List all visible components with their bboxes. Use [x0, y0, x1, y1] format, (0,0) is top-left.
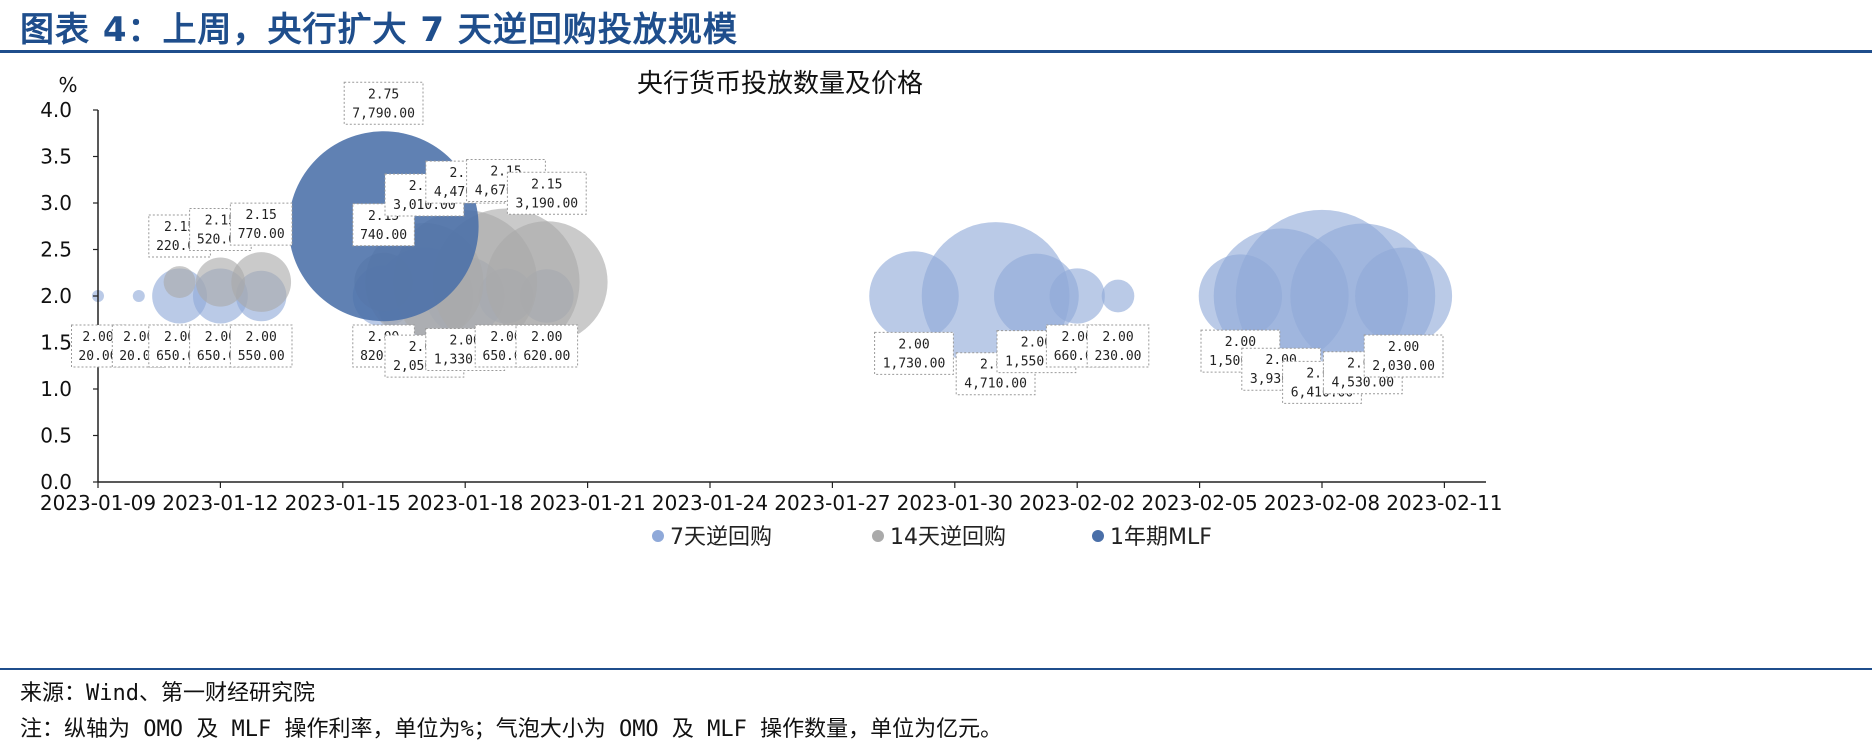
- bubble-2023-02-03: [1101, 279, 1135, 313]
- data-label-box: [229, 324, 293, 368]
- legend: 7天逆回购 14天逆回购 1年期MLF: [652, 525, 1212, 550]
- data-label-amount: 4,710.00: [964, 377, 1027, 392]
- page-title: 图表 4：上周，央行扩大 7 天逆回购投放规模: [20, 10, 738, 50]
- legend-marker: [652, 530, 664, 542]
- data-label-box: [229, 202, 293, 246]
- data-label-box: [1363, 334, 1444, 378]
- x-tick-label: 2023-01-27: [774, 491, 890, 515]
- y-tick-label: 2.5: [40, 238, 72, 262]
- legend-label: 7天逆回购: [670, 525, 772, 550]
- x-tick-label: 2023-01-12: [162, 491, 278, 515]
- data-label-amount: 740.00: [360, 228, 407, 243]
- data-label-amount: 550.00: [238, 349, 285, 364]
- bubble-chart: 央行货币投放数量及价格 % 0.0 0.5 1.0 1.5 2.0 2.5 3.0 3.5 4.…: [40, 69, 1503, 550]
- data-label-2023-02-10: 2.00 2,030.00: [1363, 334, 1444, 378]
- x-tick-label: 2023-01-18: [407, 491, 523, 515]
- data-label-box: [874, 331, 954, 375]
- data-label-rate: 2.00: [450, 333, 481, 348]
- bubble-2023-01-12: [195, 257, 245, 307]
- data-label-rate: 2.00: [898, 337, 929, 352]
- data-label-rate: 2.00: [531, 330, 562, 345]
- data-label-rate: 2.00: [1062, 330, 1093, 345]
- data-label-2023-01-20: 2.15 3,190.00: [506, 171, 587, 215]
- legend-item: 14天逆回购: [872, 525, 1006, 550]
- data-label-amount: 770.00: [238, 227, 285, 242]
- x-tick-label: 2023-01-30: [897, 491, 1013, 515]
- data-label-2023-01-16: 2.75 7,790.00: [343, 81, 424, 125]
- data-label-rate: 2.00: [164, 330, 195, 345]
- x-tick-label: 2023-01-24: [652, 491, 768, 515]
- data-label-rate: 2.00: [205, 330, 236, 345]
- x-tick-label: 2023-02-11: [1386, 491, 1502, 515]
- data-label-rate: 2.00: [1102, 330, 1133, 345]
- data-label-box: [1086, 324, 1150, 368]
- header-divider: [0, 50, 1872, 53]
- bubble-2023-02-02: [1049, 268, 1105, 324]
- bubble-2023-02-10: [1355, 247, 1453, 345]
- legend-item: 7天逆回购: [652, 525, 772, 550]
- data-label-rate: 2.00: [1021, 336, 1052, 351]
- x-tick-label: 2023-02-02: [1019, 491, 1135, 515]
- data-label-amount: 7,790.00: [352, 106, 415, 121]
- data-label-box: [343, 81, 424, 125]
- chart-title: 央行货币投放数量及价格: [637, 69, 923, 99]
- x-tick-label: 2023-02-08: [1264, 491, 1380, 515]
- x-tick-label: 2023-01-15: [285, 491, 401, 515]
- data-label-amount: 20.00: [119, 349, 158, 364]
- x-tick-label: 2023-01-21: [529, 491, 645, 515]
- legend-label: 14天逆回购: [890, 525, 1006, 550]
- data-label-rate: 2.00: [1388, 340, 1419, 355]
- data-label-box: [506, 171, 587, 215]
- y-tick-label: 0.0: [40, 470, 72, 494]
- data-label-amount: 4,530.00: [1331, 376, 1394, 391]
- bubble-2023-02-01: [994, 253, 1079, 339]
- data-labels: 2.0020.002.0020.002.00650.002.00650.002.…: [71, 81, 1444, 404]
- data-label-amount: 620.00: [523, 349, 570, 364]
- y-tick-label: 0.5: [40, 424, 72, 448]
- legend-marker: [872, 530, 884, 542]
- data-label-box: [515, 324, 579, 368]
- bubble-2023-01-11: [163, 266, 196, 299]
- x-tick-label: 2023-02-05: [1141, 491, 1257, 515]
- data-label-rate: 2.15: [164, 220, 195, 235]
- data-label-rate: 2.00: [1225, 335, 1256, 350]
- y-tick-label: 3.5: [40, 145, 72, 169]
- y-tick-label: 4.0: [40, 98, 72, 122]
- data-label-2023-01-29: 2.00 1,730.00: [874, 331, 954, 375]
- footer-divider: [0, 668, 1872, 670]
- y-tick-label: 2.0: [40, 284, 72, 308]
- y-tick-label: 3.0: [40, 191, 72, 215]
- legend-label: 1年期MLF: [1110, 525, 1212, 550]
- data-label-rate: 2.15: [531, 177, 562, 192]
- data-label-amount: 2,030.00: [1372, 359, 1435, 374]
- data-label-2023-01-20: 2.00 620.00: [515, 324, 579, 368]
- data-label-amount: 20.00: [78, 349, 117, 364]
- data-label-2023-02-03: 2.00 230.00: [1086, 324, 1150, 368]
- data-label-amount: 230.00: [1095, 349, 1142, 364]
- source-note: 来源：Wind、第一财经研究院: [20, 681, 315, 706]
- data-label-rate: 2.00: [246, 330, 277, 345]
- x-tick-label: 2023-01-09: [40, 491, 156, 515]
- data-label-rate: 2.00: [123, 330, 154, 345]
- data-label-2023-01-13: 2.15 770.00: [229, 202, 293, 246]
- data-label-rate: 2.75: [368, 87, 399, 102]
- legend-item: 1年期MLF: [1092, 525, 1212, 550]
- data-label-2023-01-13: 2.00 550.00: [229, 324, 293, 368]
- bubble-2023-01-20: [486, 221, 608, 343]
- data-label-rate: 2.15: [205, 214, 236, 229]
- data-label-rate: 2.00: [490, 330, 521, 345]
- footnote: 注：纵轴为 OMO 及 MLF 操作利率，单位为%；气泡大小为 OMO 及 ML…: [20, 717, 1003, 742]
- y-tick-label: 1.5: [40, 331, 72, 355]
- data-label-rate: 2.15: [246, 208, 277, 223]
- data-label-amount: 3,190.00: [515, 196, 578, 211]
- bubble-2023-01-13: [231, 252, 292, 312]
- data-label-rate: 2.00: [82, 330, 113, 345]
- bubble-2023-01-10: [132, 290, 145, 302]
- legend-marker: [1092, 530, 1104, 542]
- y-axis-label: %: [58, 73, 77, 97]
- y-tick-label: 1.0: [40, 377, 72, 401]
- data-label-amount: 1,730.00: [883, 356, 946, 371]
